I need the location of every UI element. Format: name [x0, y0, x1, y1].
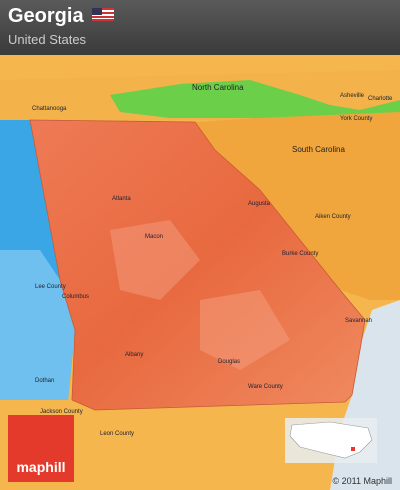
flag: [92, 8, 114, 21]
city-label: Douglas: [218, 359, 240, 365]
city-label: Augusta: [248, 201, 271, 207]
city-label: Savannah: [345, 318, 372, 324]
city-label: Macon: [145, 234, 163, 240]
county-label: Burke County: [282, 251, 318, 257]
title: Georgia: [8, 5, 84, 27]
county-shade: [110, 220, 200, 300]
north-carolina: [110, 80, 400, 125]
copyright: © 2011 Maphill: [333, 476, 393, 486]
county-label: Lee County: [35, 284, 66, 290]
state-label: North Carolina: [192, 83, 244, 92]
county-label: Jackson County: [40, 409, 83, 415]
inset-marker: [351, 447, 355, 451]
state-label: South Carolina: [292, 145, 345, 154]
alabama-south: [0, 250, 75, 400]
city-label: Chattanooga: [32, 106, 67, 112]
city-label: Dothan: [35, 378, 54, 384]
county-label: Leon County: [100, 431, 134, 437]
county-shade: [200, 290, 290, 370]
logo: maphill: [16, 459, 65, 475]
county-label: York County: [340, 116, 372, 122]
city-label: Asheville: [340, 93, 365, 99]
city-label: Albany: [125, 352, 143, 358]
city-label: Charlotte: [368, 96, 393, 102]
county-label: Aiken County: [315, 214, 351, 220]
subtitle: United States: [8, 32, 87, 47]
city-label: Atlanta: [112, 196, 131, 202]
logo-box: [8, 415, 74, 482]
city-label: Columbus: [62, 294, 89, 300]
south-carolina: [195, 112, 400, 300]
header: [0, 0, 400, 55]
county-label: Ware County: [248, 384, 283, 390]
